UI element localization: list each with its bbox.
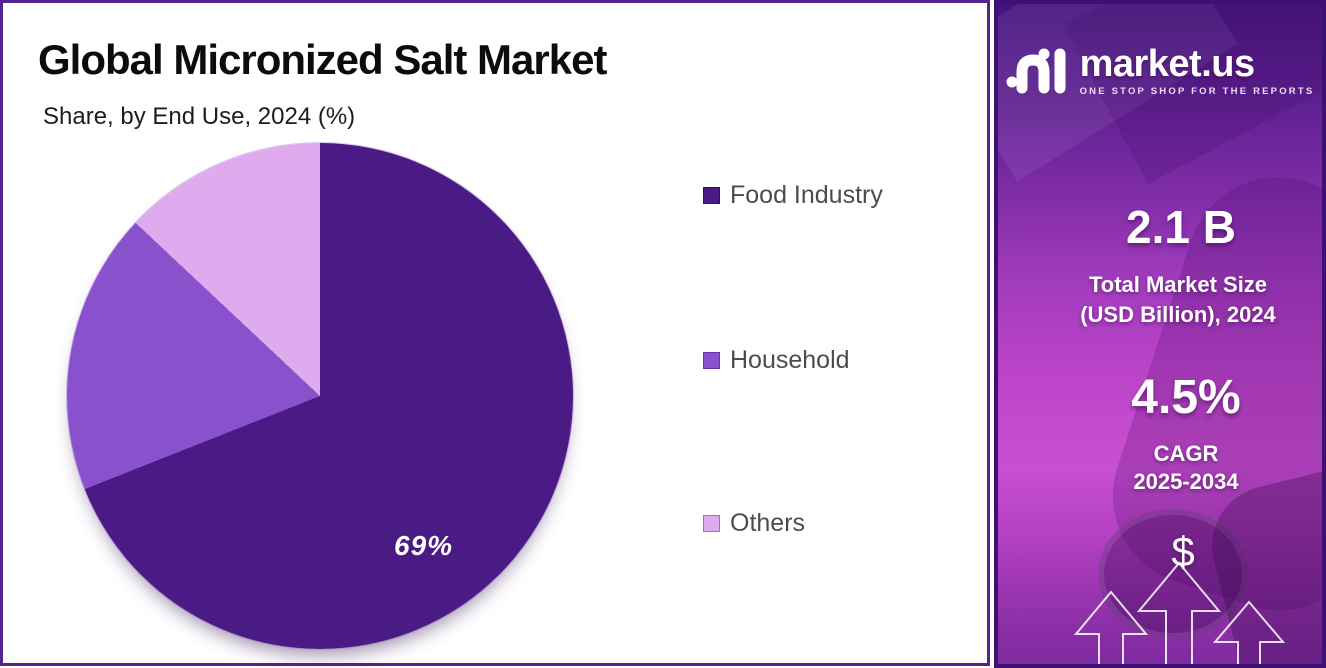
brand-text-stack: market.us ONE STOP SHOP FOR THE REPORTS [1080, 44, 1315, 97]
brand-tagline: ONE STOP SHOP FOR THE REPORTS [1079, 86, 1315, 97]
cagr-label: CAGR 2025-2034 [998, 440, 1322, 496]
legend-label: Food Industry [730, 181, 883, 209]
legend-item-household: Household [703, 346, 850, 375]
legend-swatch-household [703, 352, 720, 369]
pie-chart [67, 143, 573, 649]
cagr-label-line1: CAGR [1153, 441, 1219, 466]
market-size-label: Total Market Size (USD Billion), 2024 [998, 270, 1322, 330]
legend-swatch-others [703, 515, 720, 532]
marketus-logo-icon [1006, 44, 1068, 101]
dollar-icon: $ [1171, 528, 1195, 575]
brand-name: market.us [1079, 43, 1256, 85]
cagr-value: 4.5% [1131, 371, 1241, 424]
market-size-label-line1: Total Market Size [1088, 272, 1268, 297]
legend-swatch-food-industry [703, 187, 720, 204]
growth-arrows-icon [1073, 561, 1286, 664]
legend-label: Household [730, 346, 850, 374]
market-size-label-line2: (USD Billion), 2024 [1080, 302, 1276, 327]
legend-label: Others [730, 509, 806, 537]
chart-title: Global Micronized Salt Market [38, 36, 607, 83]
chart-panel: Global Micronized Salt Market Share, by … [0, 0, 990, 666]
chart-subtitle: Share, by End Use, 2024 (%) [43, 103, 356, 130]
legend-item-food-industry: Food Industry [703, 181, 883, 210]
pie-slice-data-label: 69% [394, 530, 454, 561]
brand-logo: market.us ONE STOP SHOP FOR THE REPORTS [998, 44, 1322, 101]
brand-sidebar: market.us ONE STOP SHOP FOR THE REPORTS … [994, 0, 1326, 668]
market-size-value: 2.1 B [1126, 201, 1236, 253]
cagr-label-line2: 2025-2034 [1133, 469, 1239, 494]
legend-item-others: Others [703, 509, 805, 538]
